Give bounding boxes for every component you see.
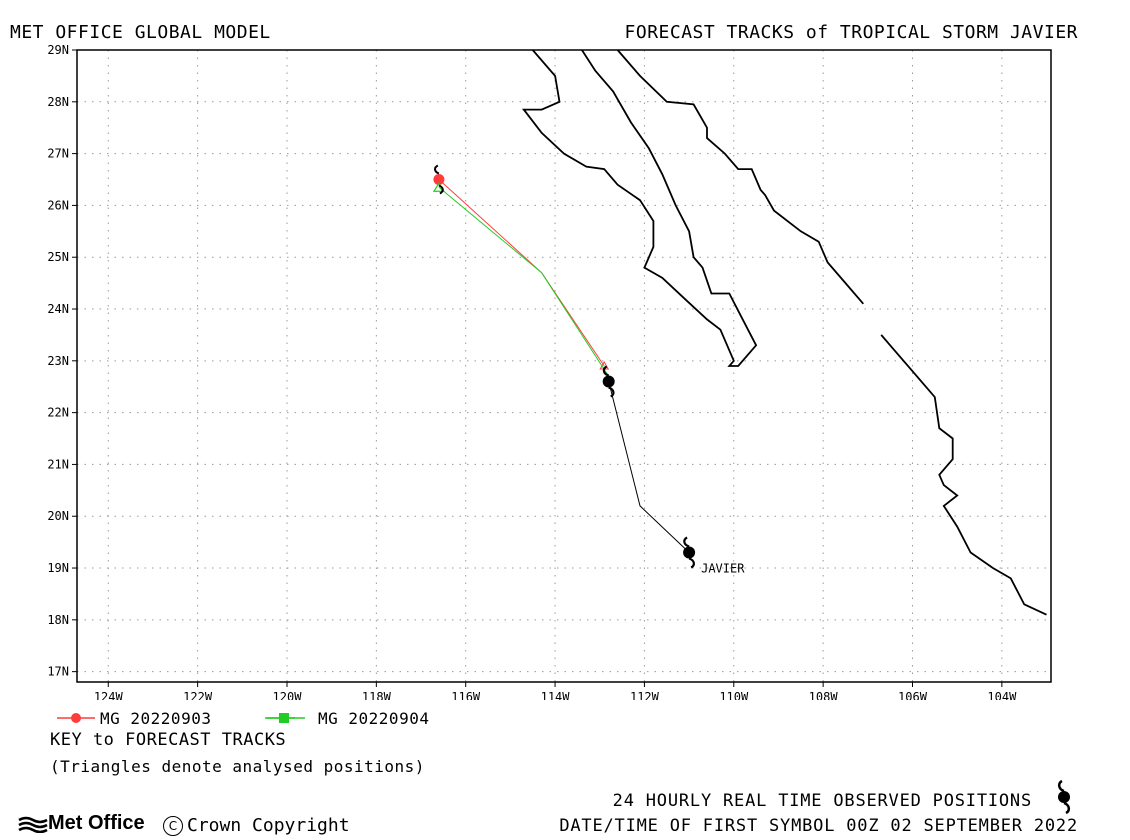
met-office-waves-icon bbox=[18, 816, 48, 833]
observed-positions-note: 24 HOURLY REAL TIME OBSERVED POSITIONS bbox=[612, 791, 1032, 811]
lat-tick-label: 25N bbox=[47, 250, 69, 264]
storm-name-label: JAVIER bbox=[701, 561, 745, 575]
first-symbol-datetime: DATE/TIME OF FIRST SYMBOL 00Z 02 SEPTEMB… bbox=[559, 816, 1078, 836]
storm-arm bbox=[683, 536, 690, 548]
legend-marker-circle-icon bbox=[71, 713, 81, 723]
lat-tick-label: 22N bbox=[47, 406, 69, 420]
coastline bbox=[616, 49, 864, 305]
storm-track-map: 29N28N27N26N25N24N23N22N21N20N19N18N17N … bbox=[47, 43, 1052, 700]
coastline bbox=[880, 334, 1047, 616]
lon-tick-label: 124W bbox=[94, 690, 124, 700]
lon-tick-label: 112W bbox=[630, 690, 660, 700]
lon-tick-label: 114W bbox=[541, 690, 571, 700]
hurricane-symbol-icon bbox=[683, 536, 696, 569]
storm-arm bbox=[438, 184, 444, 195]
lat-tick-label: 29N bbox=[47, 43, 69, 57]
hurricane-symbol-icon bbox=[1058, 780, 1070, 814]
copyright-icon: C bbox=[163, 815, 183, 836]
legend-marker-square-icon bbox=[279, 713, 289, 723]
longitude-labels: 124W 122W 120W 118W 116W 114W 112W 110W 108W 106W… bbox=[94, 682, 1017, 700]
lat-tick-label: 28N bbox=[47, 95, 69, 109]
lat-tick-label: 18N bbox=[47, 613, 69, 627]
storm-arm bbox=[608, 386, 615, 398]
lat-tick-label: 20N bbox=[47, 509, 69, 523]
copyright-notice: C Crown Copyright bbox=[163, 815, 350, 836]
lat-tick-label: 17N bbox=[47, 665, 69, 679]
lon-tick-label: 108W bbox=[809, 690, 839, 700]
hurricane-symbol-icon bbox=[602, 365, 615, 398]
lat-tick-label: 24N bbox=[47, 302, 69, 316]
map-frame bbox=[76, 49, 1052, 683]
lon-tick-label: 118W bbox=[362, 690, 392, 700]
map-gridlines bbox=[77, 50, 1051, 682]
legend-key-note: (Triangles denote analysed positions) bbox=[50, 757, 425, 776]
lon-tick-label: 106W bbox=[898, 690, 928, 700]
coastline bbox=[521, 49, 758, 367]
observed-track-line bbox=[608, 381, 690, 553]
lat-tick-label: 26N bbox=[47, 198, 69, 212]
coastline-layer bbox=[521, 49, 1047, 616]
legend-swatch-green bbox=[265, 713, 305, 723]
header-left-title: MET OFFICE GLOBAL MODEL bbox=[10, 22, 271, 43]
lon-tick-label: 120W bbox=[273, 690, 303, 700]
lat-tick-label: 27N bbox=[47, 147, 69, 161]
storm-core bbox=[683, 546, 696, 559]
legend-label-mg-20220904: MG 20220904 bbox=[318, 709, 430, 728]
header-right-title: FORECAST TRACKS of TROPICAL STORM JAVIER bbox=[624, 22, 1078, 43]
lat-tick-label: 21N bbox=[47, 457, 69, 471]
legend-label-mg-20220903: MG 20220903 bbox=[100, 709, 212, 728]
met-office-logo-text: Met Office bbox=[48, 812, 145, 834]
storm-arm bbox=[602, 365, 610, 377]
met-office-logo: Met Office bbox=[18, 812, 145, 835]
legend-key-title: KEY to FORECAST TRACKS bbox=[50, 730, 287, 750]
storm-symbol-layer bbox=[434, 164, 696, 569]
latitude-labels: 29N 28N 27N 26N 25N 24N 23N 22N 21N 20N 19N 18N 17N bbox=[47, 43, 77, 679]
forecast-track-line bbox=[438, 186, 610, 377]
lon-tick-label: 122W bbox=[183, 690, 213, 700]
lon-tick-label: 116W bbox=[451, 690, 481, 700]
lat-tick-label: 19N bbox=[47, 561, 69, 575]
forecast-end-marker bbox=[433, 174, 445, 186]
lon-tick-label: 104W bbox=[987, 690, 1017, 700]
storm-arm bbox=[434, 164, 440, 175]
lon-tick-label: 110W bbox=[719, 690, 749, 700]
storm-arm bbox=[688, 557, 695, 569]
track-layer bbox=[432, 174, 690, 553]
copyright-text: Crown Copyright bbox=[187, 815, 350, 836]
storm-core bbox=[602, 375, 615, 388]
lat-tick-label: 23N bbox=[47, 354, 69, 368]
